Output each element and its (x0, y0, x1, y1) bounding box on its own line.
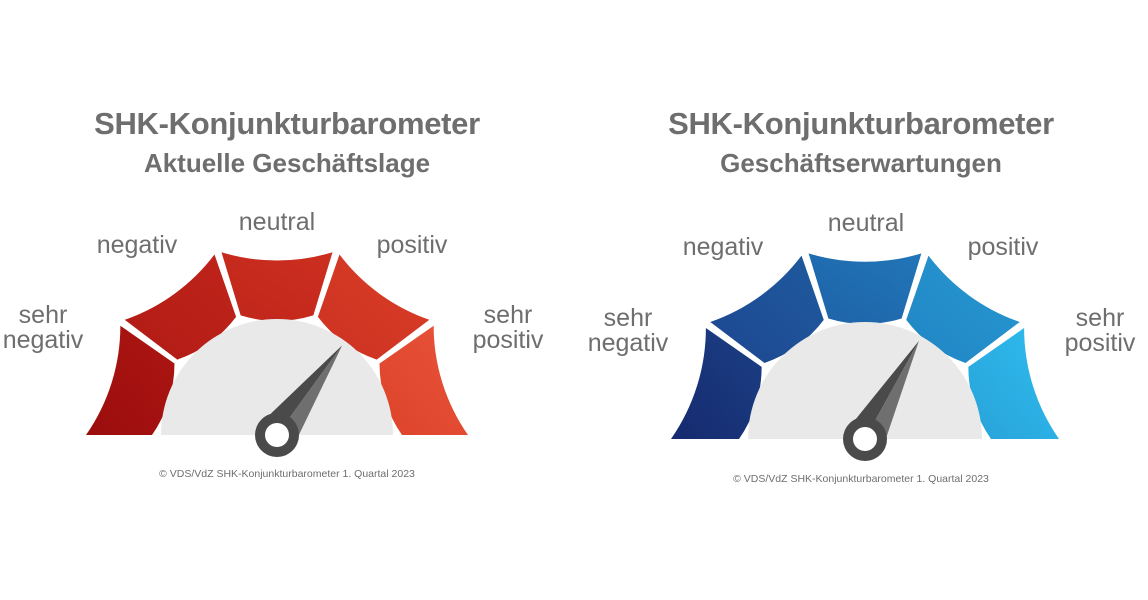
segment-label-4: positiv (377, 231, 448, 259)
gauge-panel-expectations: SHK-Konjunkturbarometer Geschäftserwartu… (574, 0, 1148, 600)
segment-label-3: neutral (239, 208, 315, 236)
gauge-segment-5 (968, 328, 1059, 439)
segment-label-4: positiv (968, 233, 1039, 261)
segment-label-2: negativ (683, 233, 764, 261)
gauge-segment-2 (710, 255, 824, 363)
chart-subtitle: Geschäftserwartungen (720, 148, 1002, 178)
segment-label-2: negativ (97, 231, 178, 259)
gauge-segment-1 (86, 325, 175, 435)
gauge-segment-4 (317, 254, 430, 360)
gauge-dial (748, 322, 982, 439)
segment-label-5: sehr positiv (473, 301, 544, 354)
segment-label-3: neutral (828, 209, 904, 237)
segment-label-1: sehr negativ (588, 304, 669, 357)
segment-label-1: sehr negativ (3, 301, 84, 354)
gauge-needle-dark (847, 340, 919, 439)
gauge-segment-3 (221, 252, 333, 321)
chart-title: SHK-Konjunkturbarometer (668, 106, 1054, 141)
chart-title: SHK-Konjunkturbarometer (94, 106, 480, 141)
gauge-segment-1 (671, 328, 762, 439)
gauge-chart: sehr negativ negativ neutral positiv sehr posi… (588, 209, 1136, 461)
needle-hub-center (853, 427, 877, 451)
copyright-note: © VDS/VdZ SHK-Konjunkturbarometer 1. Qua… (733, 473, 989, 485)
needle-hub-center (265, 423, 289, 447)
gauge-segment-2 (124, 254, 237, 360)
gauge-panel-current: SHK-Konjunkturbarometer Aktuelle Geschäf… (3, 106, 544, 480)
gauge-needle-dark (260, 345, 343, 435)
gauge-dial (161, 319, 393, 435)
chart-subtitle: Aktuelle Geschäftslage (143, 148, 431, 178)
gauge-segment-4 (906, 255, 1020, 363)
gauge-segment-3 (808, 253, 922, 324)
copyright-note: © VDS/VdZ SHK-Konjunkturbarometer 1. Qua… (159, 468, 415, 480)
gauge-chart: sehr negativ negativ neutral positiv sehr posi… (3, 208, 544, 457)
segment-label-5: sehr positiv (1065, 304, 1136, 357)
gauge-segment-5 (379, 325, 468, 435)
